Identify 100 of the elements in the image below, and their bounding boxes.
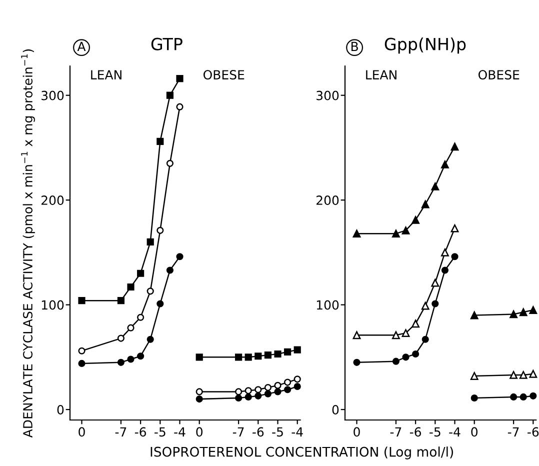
point xyxy=(156,226,164,234)
point xyxy=(196,396,203,403)
point xyxy=(264,384,272,392)
x-tick-label: -6 xyxy=(134,427,146,437)
x-tick-label: 0 xyxy=(471,427,478,437)
point xyxy=(441,266,448,274)
point xyxy=(117,334,124,342)
point xyxy=(117,358,124,366)
point xyxy=(284,348,292,356)
point xyxy=(392,230,400,238)
point xyxy=(137,314,144,321)
point xyxy=(352,331,361,340)
point xyxy=(176,253,184,260)
point xyxy=(392,358,400,365)
point xyxy=(284,378,292,386)
point xyxy=(196,388,203,396)
point xyxy=(146,238,154,246)
point xyxy=(146,336,154,343)
point xyxy=(78,347,86,354)
text: B xyxy=(351,42,358,52)
point xyxy=(235,388,242,396)
x-tick-label: -6 xyxy=(528,427,539,437)
point xyxy=(254,392,262,400)
annotation: OBESE xyxy=(203,70,244,80)
x-tick-label: -4 xyxy=(292,427,303,436)
chart-title: GTP xyxy=(151,38,182,50)
point xyxy=(450,142,459,151)
x-tick-label: 0 xyxy=(196,427,203,437)
point xyxy=(470,311,478,320)
point xyxy=(402,226,410,234)
y-tick-label: 0 xyxy=(57,405,64,414)
point xyxy=(294,376,301,383)
x-tick-label: -7 xyxy=(390,427,402,436)
x-tick-label: 0 xyxy=(354,427,360,437)
x-tick-label: -6 xyxy=(252,427,264,437)
point xyxy=(264,390,272,398)
annotation: LEAN xyxy=(366,70,396,80)
point xyxy=(78,360,86,367)
x-tick-label: -5 xyxy=(430,427,440,437)
point xyxy=(520,393,527,400)
point xyxy=(284,386,292,394)
point xyxy=(166,266,174,274)
point xyxy=(244,387,252,394)
point xyxy=(470,372,478,380)
y-tick-label: 200 xyxy=(42,196,64,205)
point xyxy=(264,352,272,359)
x-tick-label: -6 xyxy=(410,427,422,437)
point xyxy=(254,386,262,394)
point xyxy=(166,160,174,167)
y-tick-label: 300 xyxy=(316,90,339,100)
point xyxy=(274,388,282,396)
point xyxy=(166,92,174,99)
point xyxy=(274,382,282,389)
point xyxy=(235,394,242,402)
y-tick-label: 300 xyxy=(42,90,64,100)
y-tick-label: 200 xyxy=(316,196,339,205)
point xyxy=(353,358,360,366)
point xyxy=(519,371,528,379)
point xyxy=(176,75,184,82)
point xyxy=(450,224,459,232)
x-tick-label: -7 xyxy=(232,427,244,436)
point xyxy=(510,393,518,400)
point xyxy=(274,350,282,358)
point xyxy=(156,138,164,145)
point xyxy=(530,392,537,400)
y-tick-label: 0 xyxy=(332,405,339,414)
x-tick-label: -7 xyxy=(508,427,519,436)
point xyxy=(510,310,518,318)
x-tick-label: -7 xyxy=(115,427,126,436)
point xyxy=(441,248,449,256)
x-tick-label: -4 xyxy=(174,427,186,436)
point xyxy=(431,182,440,190)
point xyxy=(127,356,134,363)
point xyxy=(392,331,400,340)
point xyxy=(529,306,538,314)
point xyxy=(412,216,420,224)
point xyxy=(510,371,518,379)
point xyxy=(412,320,420,328)
point xyxy=(78,297,86,304)
x-tick-label: -4 xyxy=(449,427,460,436)
chart-title: Gpp(NH)p xyxy=(384,38,466,54)
point xyxy=(137,270,144,277)
annotation: LEAN xyxy=(91,70,122,80)
y-tick-label: 100 xyxy=(316,300,339,310)
point xyxy=(127,283,134,291)
y-tick-label: 100 xyxy=(42,300,64,310)
point xyxy=(412,350,420,358)
y-axis-title: ADENYLATE CYCLASE ACTIVITY (pmol x min$^{−1}$ x mg protein$^{−1}$) xyxy=(21,49,35,438)
point xyxy=(422,336,429,343)
point xyxy=(519,308,528,316)
annotation: OBESE xyxy=(478,70,520,80)
point xyxy=(294,382,301,390)
point xyxy=(470,394,478,402)
point xyxy=(254,352,262,360)
point xyxy=(352,230,361,238)
point xyxy=(402,354,410,361)
point xyxy=(176,103,184,110)
point xyxy=(244,393,252,400)
x-tick-label: -5 xyxy=(154,427,166,437)
point xyxy=(441,160,449,168)
